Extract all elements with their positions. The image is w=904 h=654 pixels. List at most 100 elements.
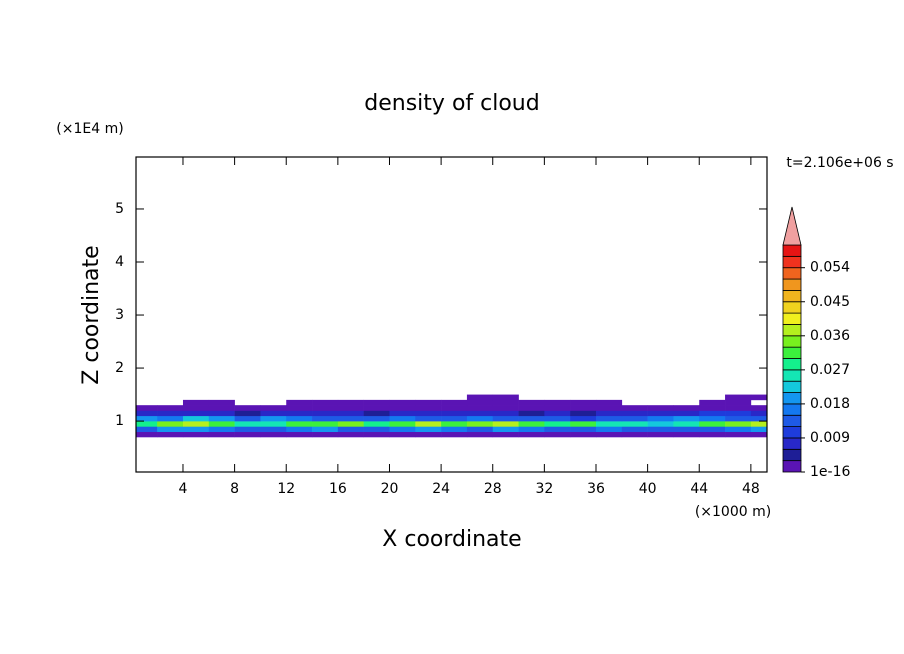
contour-cell <box>492 410 519 417</box>
contour-cell <box>415 431 442 438</box>
contour-cell <box>647 410 674 417</box>
y-unit: (×1E4 m) <box>56 121 123 137</box>
contour-cell <box>312 431 339 438</box>
colorbar-label: 0.009 <box>810 430 850 446</box>
colorbar-band <box>782 312 802 325</box>
contour-cell <box>441 405 468 411</box>
contour-cell <box>544 415 571 422</box>
contour-cell <box>182 415 210 422</box>
contour-cell <box>234 426 261 432</box>
contour-cell <box>157 421 184 427</box>
contour-cell <box>260 421 287 427</box>
contour-cell <box>157 405 184 411</box>
contour-cell <box>544 399 571 406</box>
contour-cell <box>363 410 390 417</box>
y-tick-label: 5 <box>115 201 124 217</box>
contour-cell <box>286 405 313 411</box>
contour-cell <box>518 431 545 438</box>
colorbar-band <box>782 437 802 450</box>
contour-cell <box>337 405 364 411</box>
contour-cell <box>312 415 339 422</box>
contour-cell <box>182 410 210 417</box>
contour-cell <box>518 415 545 422</box>
contour-cell <box>595 405 623 411</box>
contour-cell <box>570 399 597 406</box>
y-tick-label: 2 <box>115 360 124 376</box>
contour-cell <box>182 431 210 438</box>
x-tick-label: 4 <box>179 481 188 497</box>
contour-cell <box>725 405 752 411</box>
contour-cell <box>621 426 648 432</box>
contour-cell <box>389 431 416 438</box>
contour-cell <box>389 410 416 417</box>
contour-cell <box>570 421 597 427</box>
contour-cell <box>260 405 287 411</box>
contour-cell <box>234 415 261 422</box>
colorbar-label: 0.027 <box>810 362 850 378</box>
contour-cell <box>363 399 390 406</box>
x-tick-label: 16 <box>329 481 347 497</box>
contour-cell <box>337 399 364 406</box>
contour-cell <box>621 405 648 411</box>
contour-cell <box>699 415 726 422</box>
contour-cell <box>389 421 416 427</box>
colorbar-band <box>782 369 802 382</box>
contour-cell <box>234 405 261 411</box>
contour-cell <box>725 415 752 422</box>
colorbar-label: 0.045 <box>810 294 850 310</box>
contour-cell <box>136 410 158 417</box>
contour-cell <box>415 410 442 417</box>
contour-cell <box>466 394 494 401</box>
contour-cell <box>595 399 623 406</box>
colorbar-band <box>782 301 802 314</box>
y-tick-label: 3 <box>115 307 124 323</box>
contour-cell <box>750 410 767 417</box>
contour-cell <box>466 399 494 406</box>
contour-cell <box>570 405 597 411</box>
contour-cell <box>157 431 184 438</box>
contour-cell <box>595 426 623 432</box>
contour-cell <box>234 431 261 438</box>
colorbar-label: 0.054 <box>810 260 850 276</box>
contour-cell <box>647 431 674 438</box>
contour-cell <box>750 405 767 411</box>
contour-cell <box>544 431 571 438</box>
contour-cell <box>157 415 184 422</box>
contour-cell <box>518 426 545 432</box>
contour-cell <box>286 415 313 422</box>
contour-cell <box>699 399 726 406</box>
contour-cell <box>570 431 597 438</box>
contour-cell <box>415 399 442 406</box>
contour-cell <box>363 426 390 432</box>
contour-cell <box>492 426 519 432</box>
x-tick-label: 8 <box>230 481 239 497</box>
contour-cell <box>389 426 416 432</box>
colorbar-band <box>782 335 802 348</box>
contour-cell <box>699 421 726 427</box>
contour-cell <box>750 415 767 422</box>
contour-cell <box>673 431 700 438</box>
time-label: t=2.106e+06 s <box>786 155 893 171</box>
contour-cell <box>286 426 313 432</box>
contour-cell <box>208 426 235 432</box>
contour-cell <box>136 431 158 438</box>
contour-cell <box>136 426 158 432</box>
contour-cell <box>699 426 726 432</box>
colorbar-band <box>782 278 802 291</box>
colorbar-label: 1e-16 <box>810 464 850 480</box>
contour-cell <box>208 399 235 406</box>
contour-cell <box>595 431 623 438</box>
x-tick-label: 28 <box>484 481 502 497</box>
contour-cell <box>673 410 700 417</box>
contour-cell <box>337 421 364 427</box>
colorbar-label: 0.036 <box>810 328 850 344</box>
contour-cell <box>415 415 442 422</box>
contour-cell <box>286 431 313 438</box>
contour-cell <box>725 426 752 432</box>
contour-cell <box>208 421 235 427</box>
contour-cell <box>699 405 726 411</box>
x-tick-label: 20 <box>381 481 399 497</box>
contour-cell <box>466 405 494 411</box>
contour-cell <box>208 431 235 438</box>
